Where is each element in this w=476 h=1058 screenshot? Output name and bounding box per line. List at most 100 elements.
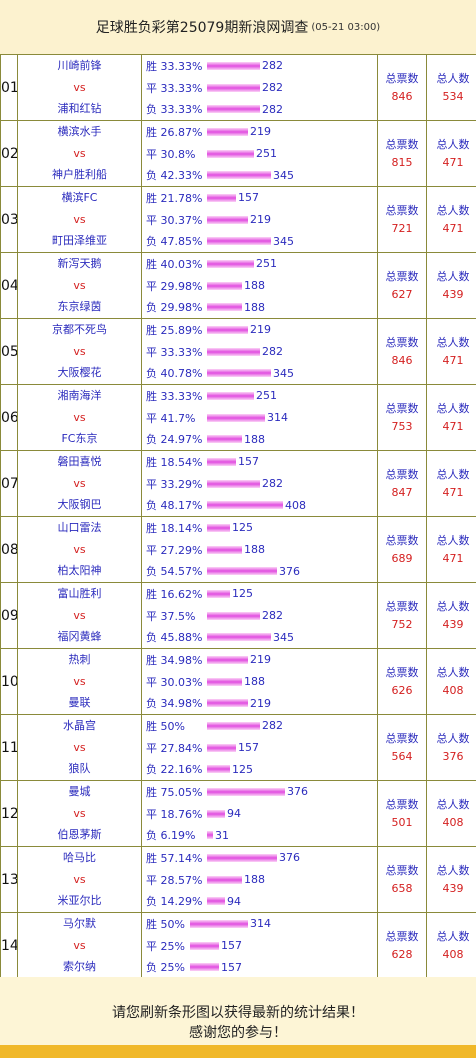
away-team[interactable]: 米亚尔比 bbox=[57, 894, 102, 908]
total-people-value: 471 bbox=[442, 353, 464, 367]
total-people-cell: 总人数 471 bbox=[426, 318, 476, 385]
match-number: 10 bbox=[0, 648, 18, 715]
draw-bar bbox=[190, 941, 219, 950]
away-team[interactable]: 福冈黄蜂 bbox=[57, 630, 102, 644]
win-count: 219 bbox=[250, 653, 271, 667]
draw-bar bbox=[207, 413, 265, 422]
away-team[interactable]: 狼队 bbox=[68, 762, 91, 776]
lose-bar bbox=[207, 699, 248, 708]
home-team[interactable]: 湘南海洋 bbox=[57, 389, 102, 403]
draw-label: 平 29.98% bbox=[146, 279, 203, 293]
home-team[interactable]: 富山胜利 bbox=[57, 587, 102, 601]
total-people-label: 总人数 bbox=[436, 533, 470, 547]
total-people-value: 471 bbox=[442, 419, 464, 433]
win-bar-row: 胜 50% 282 bbox=[142, 715, 377, 737]
home-team[interactable]: 横滨FC bbox=[61, 191, 98, 205]
win-label: 胜 16.62% bbox=[146, 587, 203, 601]
lose-bar bbox=[190, 963, 219, 972]
total-people-label: 总人数 bbox=[436, 929, 470, 943]
home-team[interactable]: 京都不死鸟 bbox=[52, 323, 107, 337]
draw-percent: 27.29% bbox=[160, 543, 203, 557]
lose-bar-row: 负 40.78% 345 bbox=[142, 362, 377, 384]
match-number: 09 bbox=[0, 582, 18, 649]
lose-bar bbox=[207, 171, 271, 180]
lose-bar bbox=[207, 303, 242, 312]
away-team[interactable]: 柏太阳神 bbox=[57, 564, 102, 578]
home-team[interactable]: 马尔默 bbox=[63, 917, 96, 931]
win-percent: 33.33% bbox=[160, 59, 203, 73]
draw-bar bbox=[207, 743, 236, 752]
away-team[interactable]: 町田泽维亚 bbox=[52, 234, 107, 248]
total-votes-label: 总票数 bbox=[385, 467, 419, 481]
total-votes-value: 846 bbox=[391, 89, 413, 103]
win-bar-row: 胜 18.54% 157 bbox=[142, 451, 377, 473]
total-votes-value: 752 bbox=[391, 617, 413, 631]
draw-label: 平 25% bbox=[146, 939, 185, 953]
match-number: 03 bbox=[0, 186, 18, 253]
lose-bar bbox=[207, 831, 213, 840]
total-people-value: 471 bbox=[442, 485, 464, 499]
win-bar-row: 胜 21.78% 157 bbox=[142, 187, 377, 209]
away-team[interactable]: FC东京 bbox=[61, 432, 98, 446]
match-row: 03 横滨FC vs 町田泽维亚 胜 21.78% 157 平 30.37% 2… bbox=[0, 186, 476, 253]
away-team[interactable]: 大阪钢巴 bbox=[57, 498, 102, 512]
total-votes-cell: 总票数 847 bbox=[377, 450, 427, 517]
total-people-cell: 总人数 534 bbox=[426, 54, 476, 121]
draw-count: 251 bbox=[256, 147, 277, 160]
away-team[interactable]: 索尔纳 bbox=[63, 960, 96, 974]
total-people-label: 总人数 bbox=[436, 467, 470, 481]
bottom-strip bbox=[0, 1045, 476, 1058]
lose-count: 219 bbox=[250, 696, 271, 710]
lose-count: 345 bbox=[273, 234, 294, 248]
match-number: 05 bbox=[0, 318, 18, 385]
win-count: 251 bbox=[256, 257, 277, 271]
home-team[interactable]: 新泻天鹅 bbox=[57, 257, 102, 271]
vs-label: vs bbox=[73, 476, 86, 490]
away-team[interactable]: 神户胜利船 bbox=[52, 168, 107, 182]
draw-count: 94 bbox=[227, 807, 241, 820]
lose-label: 负 47.85% bbox=[146, 235, 203, 249]
total-votes-value: 689 bbox=[391, 551, 413, 565]
win-label: 胜 57.14% bbox=[146, 851, 203, 865]
away-team[interactable]: 伯恩茅斯 bbox=[57, 828, 102, 842]
lose-label: 负 25% bbox=[146, 961, 185, 975]
home-team[interactable]: 热刺 bbox=[68, 653, 91, 667]
away-team[interactable]: 浦和红钻 bbox=[57, 102, 102, 116]
match-number: 06 bbox=[0, 384, 18, 451]
win-label: 胜 40.03% bbox=[146, 257, 203, 271]
match-teams: 富山胜利 vs 福冈黄蜂 bbox=[17, 582, 142, 649]
match-number: 07 bbox=[0, 450, 18, 517]
home-team[interactable]: 磐田喜悦 bbox=[57, 455, 102, 469]
home-team[interactable]: 山口雷法 bbox=[57, 521, 102, 535]
draw-count: 157 bbox=[238, 741, 259, 754]
refresh-notice: 请您刷新条形图以获得最新的统计结果！ bbox=[112, 1005, 364, 1021]
lose-label: 负 40.78% bbox=[146, 367, 203, 381]
win-bar-row: 胜 33.33% 251 bbox=[142, 385, 377, 407]
draw-label: 平 18.76% bbox=[146, 807, 203, 821]
draw-bar bbox=[207, 83, 260, 92]
match-row: 01 川崎前锋 vs 浦和红钻 胜 33.33% 282 平 33.33% 28… bbox=[0, 54, 476, 121]
home-team[interactable]: 川崎前锋 bbox=[57, 59, 102, 73]
away-team[interactable]: 东京绿茵 bbox=[57, 300, 102, 314]
draw-count: 314 bbox=[267, 411, 288, 424]
vs-label: vs bbox=[73, 146, 86, 160]
match-teams: 磐田喜悦 vs 大阪钢巴 bbox=[17, 450, 142, 517]
draw-bar-row: 平 33.33% 282 bbox=[142, 77, 377, 99]
match-row: 12 曼城 vs 伯恩茅斯 胜 75.05% 376 平 18.76% 94 负… bbox=[0, 780, 476, 847]
vs-label: vs bbox=[73, 872, 86, 886]
away-team[interactable]: 曼联 bbox=[68, 696, 91, 710]
total-votes-value: 658 bbox=[391, 881, 413, 895]
win-label: 胜 75.05% bbox=[146, 785, 203, 799]
home-team[interactable]: 哈马比 bbox=[63, 851, 96, 865]
lose-percent: 48.17% bbox=[160, 499, 203, 513]
away-team[interactable]: 大阪樱花 bbox=[57, 366, 102, 380]
home-team[interactable]: 横滨水手 bbox=[57, 125, 102, 139]
lose-percent: 33.33% bbox=[160, 103, 203, 117]
win-bar bbox=[207, 325, 248, 334]
draw-bar-row: 平 25% 157 bbox=[142, 935, 377, 957]
home-team[interactable]: 水晶宫 bbox=[63, 719, 96, 733]
match-number: 12 bbox=[0, 780, 18, 847]
home-team[interactable]: 曼城 bbox=[68, 785, 91, 799]
total-votes-cell: 总票数 721 bbox=[377, 186, 427, 253]
total-votes-label: 总票数 bbox=[385, 731, 419, 745]
